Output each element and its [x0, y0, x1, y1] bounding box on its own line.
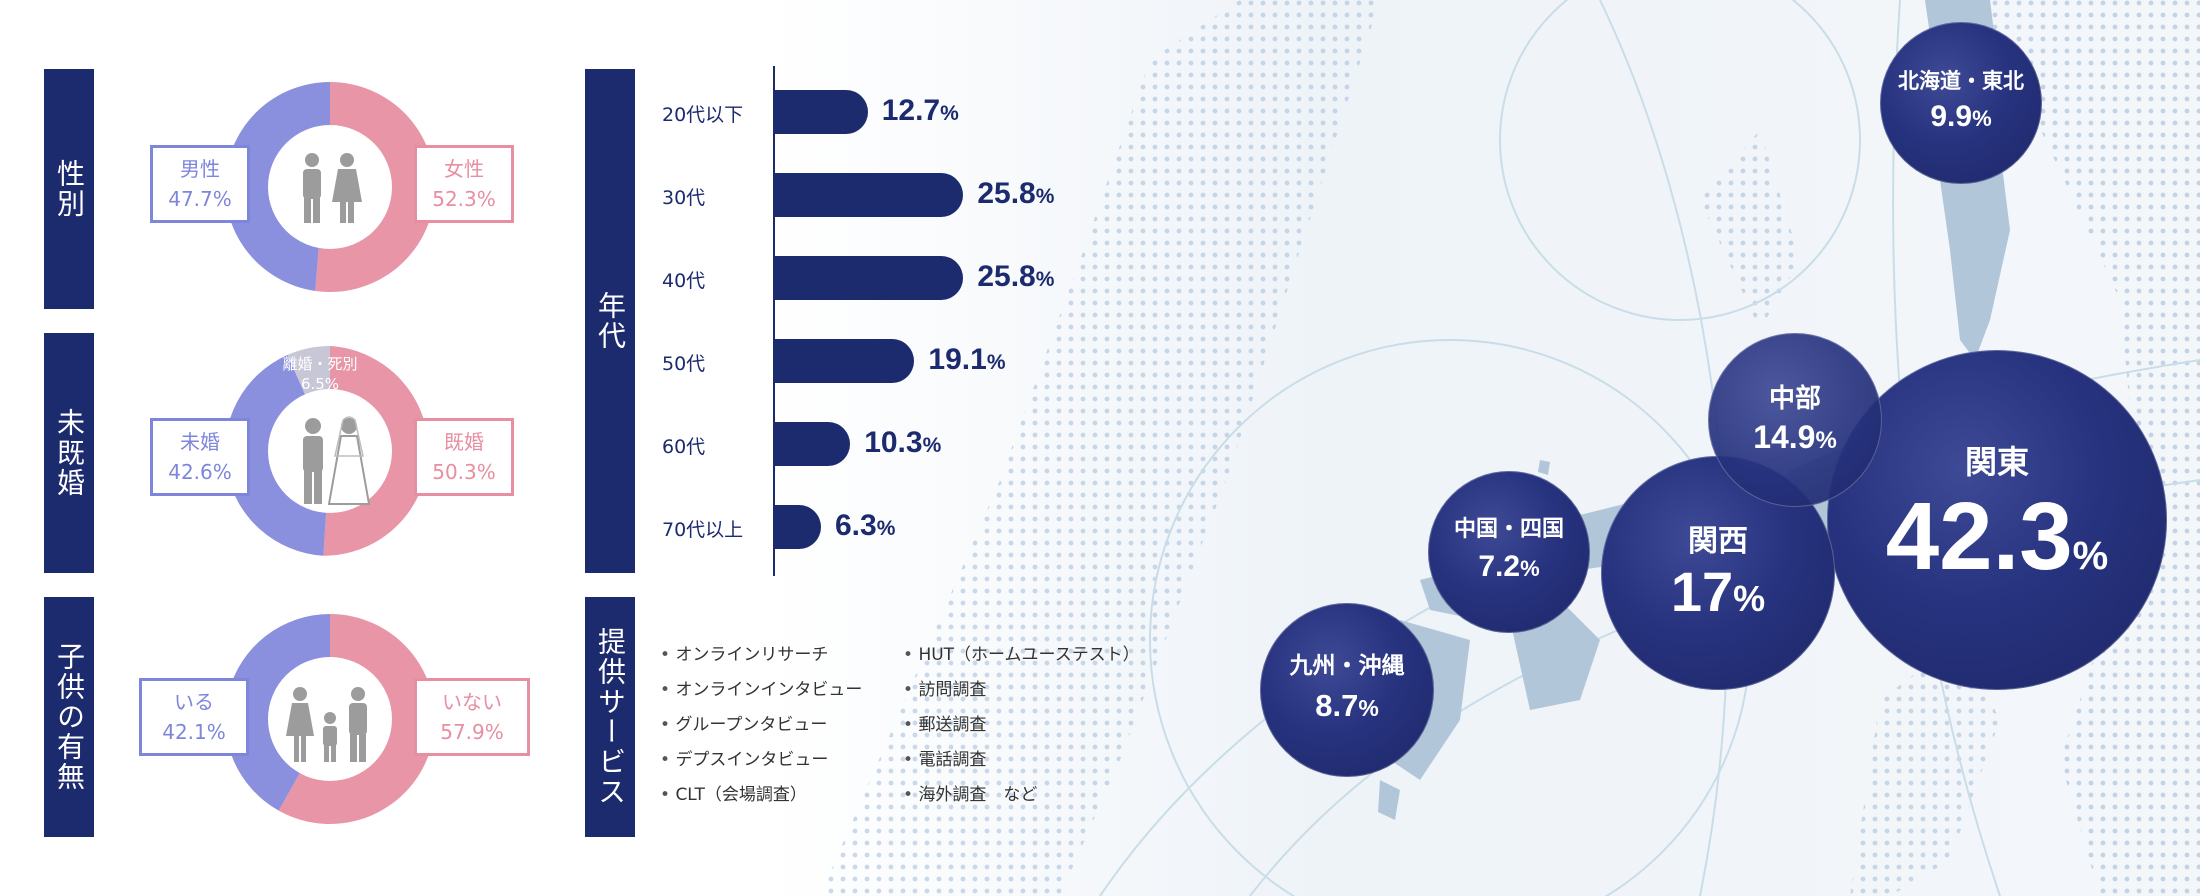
- services-list-1: オンラインリサーチ オンラインインタビュー グループンタビュー デプスインタビュ…: [660, 640, 862, 815]
- age-category-label: 30代: [662, 187, 706, 209]
- region-bubble-kanto: 関東 42.3%: [1827, 350, 2167, 690]
- age-category-label: 60代: [662, 436, 706, 458]
- service-item: 海外調査 など: [903, 780, 1140, 805]
- service-item: デプスインタビュー: [660, 745, 862, 770]
- children-yes-value: 42.1%: [162, 720, 226, 744]
- region-name: 北海道・東北: [1898, 69, 2024, 93]
- marital-single-label: 未婚: [180, 430, 220, 454]
- region-bubble-chugoku-shikoku: 中国・四国 7.2%: [1428, 471, 1590, 633]
- age-value-label: 25.8%: [977, 260, 1055, 293]
- age-category-label: 50代: [662, 353, 706, 375]
- service-item: 郵送調査: [903, 710, 1140, 735]
- region-name: 関東: [1964, 442, 2029, 481]
- marital-single-box: 未婚 42.6%: [150, 418, 250, 496]
- region-bubble-hokkaido-tohoku: 北海道・東北 9.9%: [1880, 22, 2042, 184]
- region-name: 九州・沖縄: [1289, 653, 1405, 679]
- region-bubble-chubu: 中部 14.9%: [1708, 333, 1882, 507]
- children-no-box: いない 57.9%: [414, 678, 530, 756]
- age-bar: [775, 90, 868, 134]
- children-no-label: いない: [442, 690, 502, 714]
- wedding-couple-icon: [303, 416, 371, 505]
- children-no-value: 57.9%: [440, 720, 504, 744]
- service-item: 訪問調査: [903, 675, 1140, 700]
- region-value: 9.9%: [1930, 100, 1992, 133]
- region-value: 14.9%: [1753, 418, 1837, 455]
- gender-male-label: 男性: [180, 157, 220, 181]
- region-value: 17%: [1670, 559, 1766, 623]
- age-category-label: 20代以下: [662, 104, 744, 126]
- gender-donut: [225, 82, 435, 292]
- marital-married-label: 既婚: [444, 430, 484, 454]
- service-item: オンラインインタビュー: [660, 675, 862, 700]
- marital-single-value: 42.6%: [168, 460, 232, 484]
- service-item: CLT（会場調査）: [660, 780, 862, 805]
- marital-married-value: 50.3%: [432, 460, 496, 484]
- section-label-services: 提供サービス: [585, 597, 635, 837]
- age-bar: [775, 422, 851, 466]
- age-category-label: 40代: [662, 270, 706, 292]
- age-axis-line: [773, 66, 775, 576]
- gender-male-value: 47.7%: [168, 187, 232, 211]
- age-value-label: 6.3%: [834, 509, 896, 542]
- service-item: グループンタビュー: [660, 710, 862, 735]
- family-icon: [286, 687, 367, 762]
- region-name: 関西: [1688, 523, 1748, 559]
- age-category-label: 70代以上: [662, 519, 744, 541]
- region-value: 42.3%: [1885, 482, 2109, 590]
- children-yes-label: いる: [174, 690, 214, 714]
- age-value-label: 19.1%: [928, 343, 1006, 376]
- section-label-age: 年代: [585, 69, 635, 573]
- age-bar: [775, 339, 915, 383]
- gender-male-box: 男性 47.7%: [150, 145, 250, 223]
- age-bar: [775, 173, 964, 217]
- service-item: 電話調査: [903, 745, 1140, 770]
- region-name: 中部: [1768, 383, 1821, 414]
- section-label-marital: 未既婚: [44, 333, 94, 573]
- region-value: 8.7%: [1315, 688, 1379, 723]
- gender-female-value: 52.3%: [432, 187, 496, 211]
- children-yes-box: いる 42.1%: [139, 678, 249, 756]
- age-value-label: 25.8%: [977, 177, 1055, 210]
- gender-female-box: 女性 52.3%: [414, 145, 514, 223]
- services-list-2: HUT（ホームユーステスト） 訪問調査 郵送調査 電話調査 海外調査 など: [903, 640, 1140, 815]
- marital-married-box: 既婚 50.3%: [414, 418, 514, 496]
- age-value-label: 10.3%: [864, 426, 942, 459]
- age-value-label: 12.7%: [881, 94, 959, 127]
- age-bar: [775, 505, 821, 549]
- couple-icon: [303, 153, 362, 223]
- section-label-children: 子供の有無: [44, 597, 94, 837]
- marital-divorced-label: 離婚・死別 6.5%: [282, 355, 358, 393]
- region-name: 中国・四国: [1453, 517, 1564, 542]
- age-bar: [775, 256, 964, 300]
- service-item: HUT（ホームユーステスト）: [903, 640, 1139, 665]
- service-item: オンラインリサーチ: [660, 640, 862, 665]
- region-value: 7.2%: [1478, 550, 1540, 583]
- section-label-gender: 性別: [44, 69, 94, 309]
- gender-female-label: 女性: [444, 157, 484, 181]
- region-bubble-kyushu-okinawa: 九州・沖縄 8.7%: [1260, 603, 1434, 777]
